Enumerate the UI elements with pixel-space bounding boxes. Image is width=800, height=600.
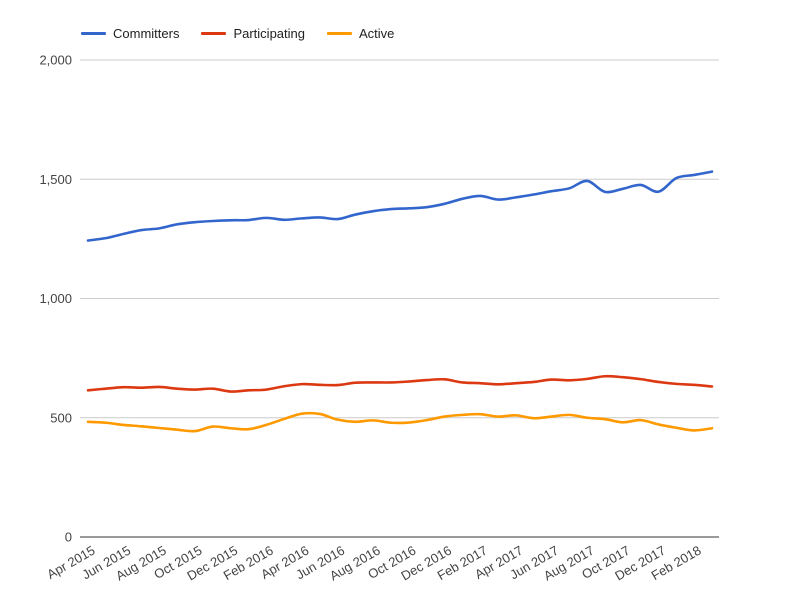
legend-swatch-participating [201,32,227,35]
y-axis-label: 0 [65,530,72,545]
series-line-committers [86,170,714,242]
legend-item-committers: Committers [81,26,179,41]
y-axis-label: 1,000 [39,291,72,306]
y-axis-label: 2,000 [39,53,72,68]
legend-item-participating: Participating [201,26,305,41]
y-axis-label: 1,500 [39,172,72,187]
legend-label-participating: Participating [233,26,305,41]
legend-item-active: Active [327,26,394,41]
legend-swatch-committers [81,32,106,35]
chart-legend: Committers Participating Active [81,26,394,41]
legend-swatch-active [327,32,352,35]
legend-label-committers: Committers [113,26,180,41]
series-line-participating [86,374,714,393]
legend-label-active: Active [359,26,395,41]
series-line-active [86,411,714,433]
y-axis-label: 500 [50,410,72,425]
